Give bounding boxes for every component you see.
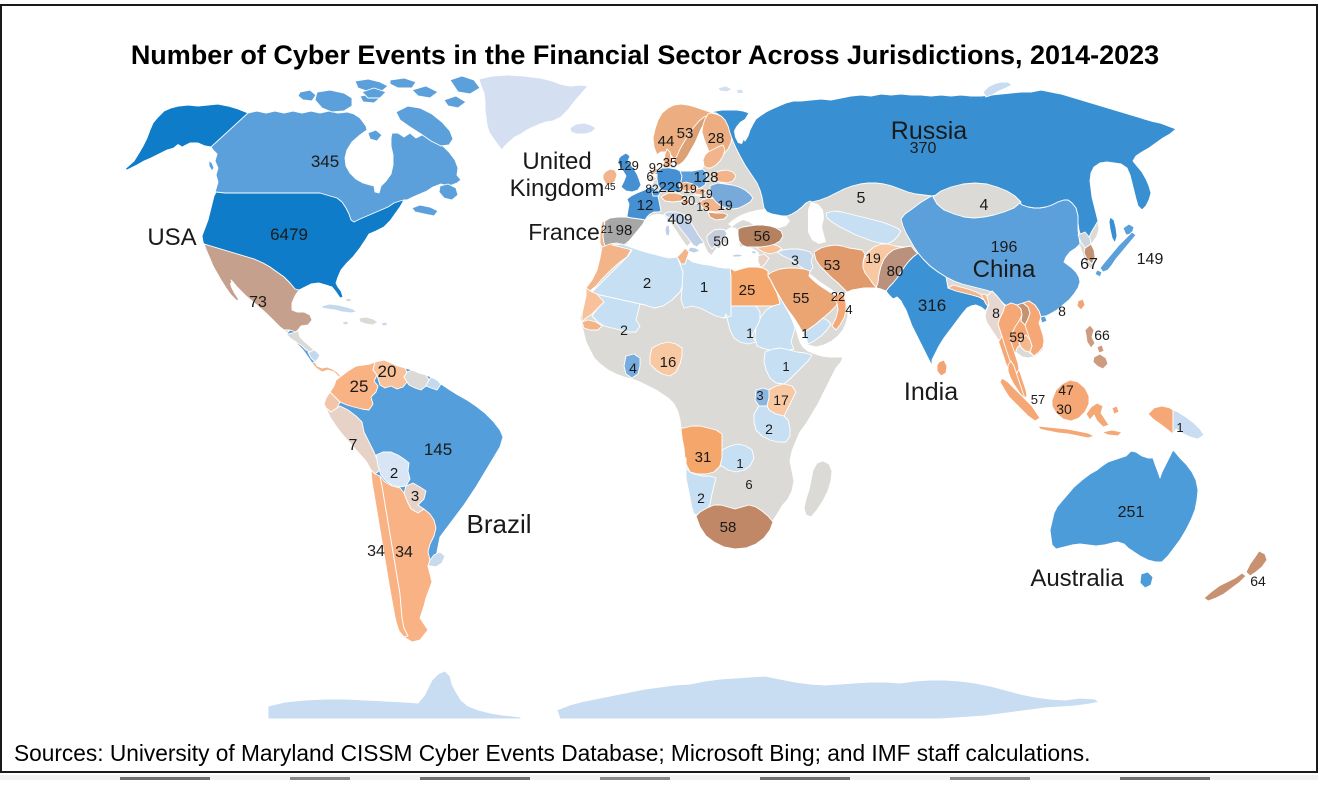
svg-text:409: 409	[667, 211, 692, 228]
svg-text:30: 30	[681, 193, 695, 208]
svg-text:316: 316	[918, 296, 946, 315]
svg-text:31: 31	[695, 449, 712, 466]
svg-text:44: 44	[658, 133, 675, 150]
svg-text:8: 8	[992, 305, 1000, 321]
svg-text:Kingdom: Kingdom	[510, 175, 605, 202]
svg-text:229: 229	[658, 179, 683, 196]
svg-text:30: 30	[1056, 401, 1072, 417]
svg-text:20: 20	[378, 362, 397, 381]
svg-text:25: 25	[350, 377, 369, 396]
svg-text:129: 129	[617, 158, 639, 173]
svg-text:370: 370	[910, 140, 937, 157]
svg-text:3: 3	[791, 252, 799, 268]
svg-text:73: 73	[249, 294, 267, 311]
svg-text:6479: 6479	[270, 225, 308, 244]
svg-text:19: 19	[683, 182, 697, 196]
svg-text:19: 19	[699, 187, 713, 201]
svg-text:28: 28	[708, 130, 725, 147]
svg-text:82: 82	[645, 182, 659, 196]
svg-text:47: 47	[1058, 382, 1074, 398]
svg-text:2: 2	[697, 490, 705, 506]
svg-text:53: 53	[824, 257, 841, 274]
svg-text:13: 13	[696, 200, 710, 214]
svg-text:128: 128	[693, 169, 718, 186]
svg-text:4: 4	[845, 302, 852, 317]
svg-text:19: 19	[865, 250, 881, 266]
svg-text:India: India	[904, 378, 958, 406]
svg-text:3: 3	[411, 488, 419, 505]
svg-text:17: 17	[773, 392, 789, 408]
svg-text:25: 25	[739, 282, 756, 299]
svg-text:Australia: Australia	[1030, 565, 1124, 592]
svg-text:3: 3	[756, 388, 763, 403]
svg-text:67: 67	[1080, 256, 1098, 273]
svg-text:45: 45	[604, 182, 616, 193]
svg-text:4: 4	[629, 360, 637, 376]
svg-text:34: 34	[367, 543, 385, 560]
svg-text:196: 196	[991, 239, 1018, 256]
svg-text:16: 16	[660, 354, 677, 371]
svg-text:United: United	[522, 148, 591, 175]
svg-text:USA: USA	[147, 224, 196, 251]
svg-text:China: China	[973, 256, 1036, 283]
svg-text:35: 35	[663, 155, 677, 170]
svg-text:1: 1	[700, 279, 708, 296]
svg-text:1: 1	[782, 359, 789, 374]
svg-text:Russia: Russia	[891, 117, 968, 145]
svg-text:7: 7	[349, 437, 358, 454]
svg-text:2: 2	[620, 322, 628, 338]
svg-text:2: 2	[390, 465, 398, 482]
svg-text:4: 4	[980, 197, 989, 214]
svg-text:64: 64	[1250, 573, 1266, 589]
svg-text:6: 6	[646, 169, 653, 184]
svg-text:France: France	[528, 219, 600, 245]
svg-text:59: 59	[1009, 329, 1025, 345]
svg-text:1: 1	[736, 456, 743, 471]
svg-text:8: 8	[1058, 303, 1066, 319]
svg-text:58: 58	[720, 519, 737, 536]
svg-text:19: 19	[717, 197, 733, 213]
svg-text:345: 345	[311, 152, 339, 171]
svg-text:55: 55	[793, 290, 810, 307]
svg-text:6: 6	[745, 477, 752, 492]
svg-text:56: 56	[754, 228, 771, 245]
svg-text:92: 92	[649, 160, 663, 175]
svg-text:149: 149	[1137, 251, 1164, 268]
svg-text:Brazil: Brazil	[466, 509, 531, 539]
svg-text:98: 98	[616, 222, 633, 239]
svg-text:57: 57	[1031, 392, 1045, 407]
svg-text:2: 2	[765, 421, 773, 437]
svg-text:53: 53	[677, 125, 694, 142]
svg-text:50: 50	[713, 233, 729, 249]
svg-text:5: 5	[857, 190, 866, 207]
svg-text:66: 66	[1094, 327, 1110, 343]
svg-text:22: 22	[831, 289, 845, 304]
svg-text:21: 21	[601, 224, 613, 236]
svg-text:251: 251	[1118, 504, 1145, 521]
svg-text:2: 2	[643, 275, 651, 292]
svg-text:1: 1	[801, 326, 808, 341]
svg-text:1: 1	[1176, 420, 1183, 435]
svg-text:1: 1	[746, 325, 754, 341]
svg-text:80: 80	[887, 263, 904, 280]
svg-text:12: 12	[637, 197, 654, 214]
svg-text:145: 145	[424, 440, 452, 459]
svg-text:34: 34	[395, 544, 413, 561]
